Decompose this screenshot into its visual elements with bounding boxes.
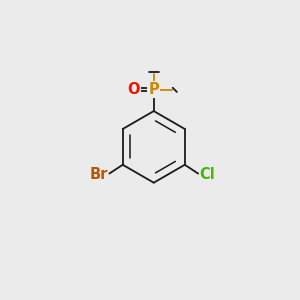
- Text: Br: Br: [90, 167, 108, 182]
- Text: Cl: Cl: [199, 167, 215, 182]
- Text: P: P: [148, 82, 159, 97]
- Text: O: O: [127, 82, 140, 97]
